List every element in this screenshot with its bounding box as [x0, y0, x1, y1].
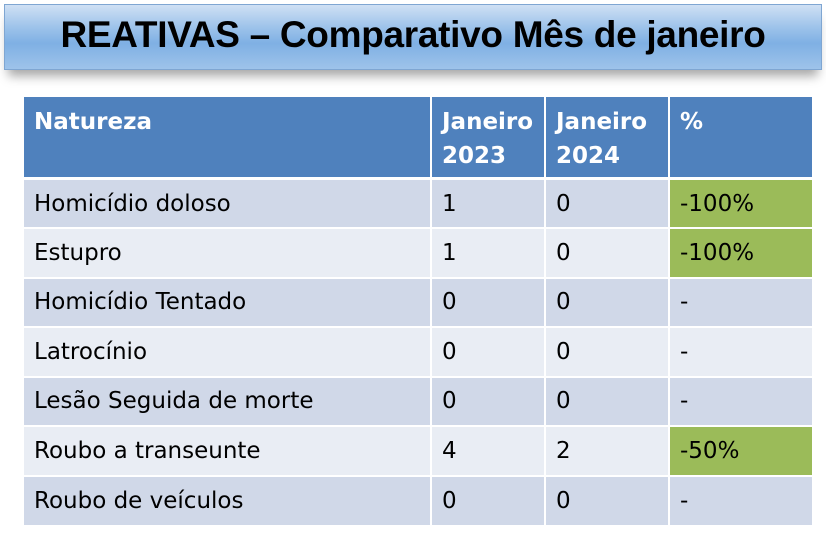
cell-percent: - [669, 276, 812, 327]
comparison-table: Natureza Janeiro 2023 Janeiro 2024 % Hom… [24, 97, 812, 525]
cell-janeiro-2023: 0 [431, 276, 546, 327]
cell-natureza: Homicídio doloso [24, 177, 432, 228]
cell-janeiro-2023: 0 [431, 326, 546, 377]
cell-janeiro-2024: 0 [545, 227, 670, 278]
cell-janeiro-2024: 0 [545, 326, 670, 377]
header-janeiro-2023: Janeiro 2023 [431, 97, 546, 180]
cell-janeiro-2024: 0 [545, 474, 670, 525]
header-percent: % [669, 97, 812, 180]
table-row: Homicídio Tentado 0 0- [24, 276, 812, 327]
cell-janeiro-2023: 0 [431, 474, 546, 525]
cell-natureza: Roubo de veículos [24, 474, 432, 525]
table-row: Estupro 1 0 -100% [24, 227, 812, 278]
title-banner: REATIVAS – Comparativo Mês de janeiro [4, 4, 822, 70]
table-row: Homicídio doloso 1 0 -100% [24, 177, 812, 228]
cell-natureza: Lesão Seguida de morte [24, 375, 432, 426]
header-natureza: Natureza [24, 97, 432, 180]
cell-percent: -100% [669, 227, 812, 278]
cell-percent: -50% [669, 425, 812, 476]
header-janeiro-2024: Janeiro 2024 [545, 97, 670, 180]
cell-janeiro-2024: 0 [545, 276, 670, 327]
page-title: REATIVAS – Comparativo Mês de janeiro [60, 14, 766, 55]
cell-janeiro-2023: 1 [431, 177, 546, 228]
cell-janeiro-2024: 0 [545, 177, 670, 228]
cell-percent: - [669, 375, 812, 426]
table-header-row: Natureza Janeiro 2023 Janeiro 2024 % [24, 97, 812, 180]
cell-natureza: Roubo a transeunte [24, 425, 432, 476]
table-body: Homicídio doloso 1 0 -100% Estupro 1 0 -100% Hom… [24, 177, 812, 525]
cell-percent: -100% [669, 177, 812, 228]
table-row: Latrocínio 0 0- [24, 326, 812, 377]
cell-janeiro-2024: 2 [545, 425, 670, 476]
cell-janeiro-2023: 4 [431, 425, 546, 476]
cell-janeiro-2023: 1 [431, 227, 546, 278]
cell-natureza: Homicídio Tentado [24, 276, 432, 327]
cell-percent: - [669, 474, 812, 525]
cell-janeiro-2023: 0 [431, 375, 546, 426]
cell-percent: - [669, 326, 812, 377]
table-row: Lesão Seguida de morte 0 0- [24, 375, 812, 426]
cell-natureza: Latrocínio [24, 326, 432, 377]
cell-natureza: Estupro [24, 227, 432, 278]
table-row: Roubo de veículos 0 0- [24, 474, 812, 525]
cell-janeiro-2024: 0 [545, 375, 670, 426]
table-row: Roubo a transeunte 4 2 -50% [24, 425, 812, 476]
